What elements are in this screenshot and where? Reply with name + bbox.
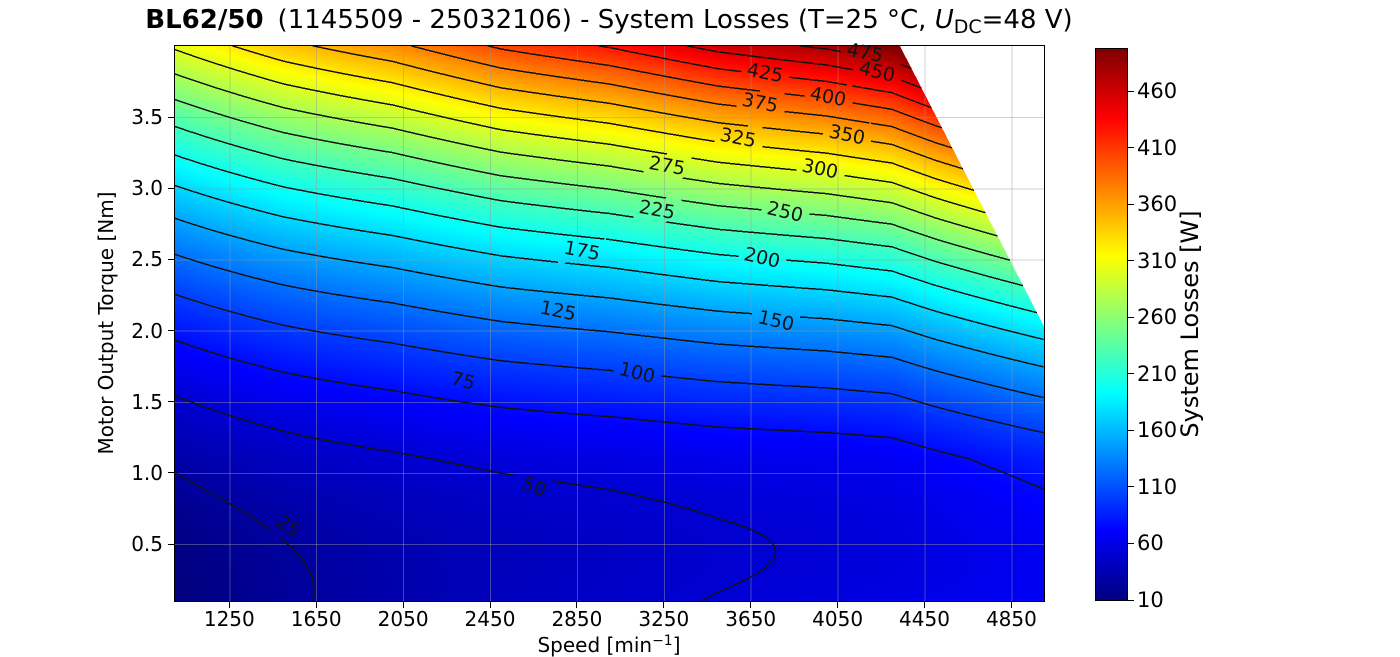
colorbar-tick-mark xyxy=(1128,203,1134,205)
x-tick-mark xyxy=(402,602,404,608)
colorbar-tick-mark xyxy=(1128,260,1134,262)
x-tick-mark xyxy=(489,602,491,608)
y-tick-mark xyxy=(168,330,174,332)
y-tick-mark xyxy=(168,401,174,403)
x-tick-label: 3650 xyxy=(725,607,777,631)
x-tick-label: 4050 xyxy=(812,607,864,631)
colorbar-tick-label: 310 xyxy=(1137,248,1178,273)
colorbar-tick-mark xyxy=(1128,316,1134,318)
colorbar-tick-label: 210 xyxy=(1137,361,1178,386)
x-tick-mark xyxy=(837,602,839,608)
x-axis-label-main: Speed [min xyxy=(537,633,653,657)
x-tick-mark xyxy=(663,602,665,608)
y-tick-label: 3.5 xyxy=(131,105,163,130)
x-tick-label: 3250 xyxy=(638,607,690,631)
x-axis-label-close: ] xyxy=(672,633,681,657)
colorbar-tick-label: 410 xyxy=(1137,135,1178,160)
chart-title: BL62/50 (1145509 - 25032106) - System Los… xyxy=(145,4,1072,43)
x-axis-label: Speed [min−1] xyxy=(537,633,680,657)
x-tick-label: 4450 xyxy=(899,607,950,631)
colorbar-tick-label: 260 xyxy=(1137,305,1178,330)
title-udc-symbol: U xyxy=(934,5,954,35)
title-motor-model: BL62/50 xyxy=(145,5,264,35)
x-tick-label: 2450 xyxy=(464,607,516,631)
colorbar-tick-label: 60 xyxy=(1137,531,1164,556)
title-text: (1145509 - 25032106) - System Losses (T=… xyxy=(277,5,935,35)
x-tick-mark xyxy=(315,602,317,608)
contour-plot-canvas xyxy=(175,46,1044,601)
colorbar-tick-label: 10 xyxy=(1137,588,1164,612)
colorbar-tick-label: 160 xyxy=(1137,418,1178,443)
x-tick-mark xyxy=(228,602,230,608)
colorbar-tick-label: 360 xyxy=(1137,192,1178,217)
x-tick-label: 1250 xyxy=(203,607,255,631)
colorbar-tick-mark xyxy=(1128,542,1134,544)
colorbar-tick-mark xyxy=(1128,486,1134,488)
y-tick-label: 0.5 xyxy=(131,532,163,557)
colorbar-tick-mark xyxy=(1128,429,1134,431)
x-tick-label: 4850 xyxy=(985,607,1037,631)
x-tick-label: 2050 xyxy=(377,607,429,631)
colorbar-tick-mark xyxy=(1128,90,1134,92)
y-tick-mark xyxy=(168,258,174,260)
title-suffix: =48 V) xyxy=(981,5,1073,35)
colorbar-tick-label: 460 xyxy=(1137,79,1178,104)
y-tick-label: 2.5 xyxy=(131,247,163,272)
colorbar-gradient-canvas xyxy=(1096,49,1127,600)
x-tick-mark xyxy=(576,602,578,608)
title-udc-subscript: DC xyxy=(953,16,982,38)
y-tick-mark xyxy=(168,187,174,189)
colorbar-label: System Losses [W] xyxy=(1176,210,1204,438)
y-tick-label: 3.0 xyxy=(131,176,163,201)
x-axis-label-exponent: −1 xyxy=(652,633,673,649)
y-tick-mark xyxy=(168,472,174,474)
x-tick-mark xyxy=(1010,602,1012,608)
colorbar-tick-mark xyxy=(1128,373,1134,375)
y-tick-mark xyxy=(168,116,174,118)
colorbar-tick-mark xyxy=(1128,599,1134,601)
colorbar-tick-label: 110 xyxy=(1137,474,1178,499)
y-tick-label: 1.0 xyxy=(131,460,163,485)
colorbar xyxy=(1095,48,1128,601)
colorbar-tick-mark xyxy=(1128,147,1134,149)
y-tick-mark xyxy=(168,543,174,545)
x-tick-label: 1650 xyxy=(290,607,342,631)
x-tick-mark xyxy=(924,602,925,608)
y-tick-label: 1.5 xyxy=(131,389,163,414)
y-tick-label: 2.0 xyxy=(131,318,163,343)
plot-area xyxy=(174,45,1045,602)
x-tick-label: 2850 xyxy=(551,607,603,631)
x-tick-mark xyxy=(750,602,752,608)
